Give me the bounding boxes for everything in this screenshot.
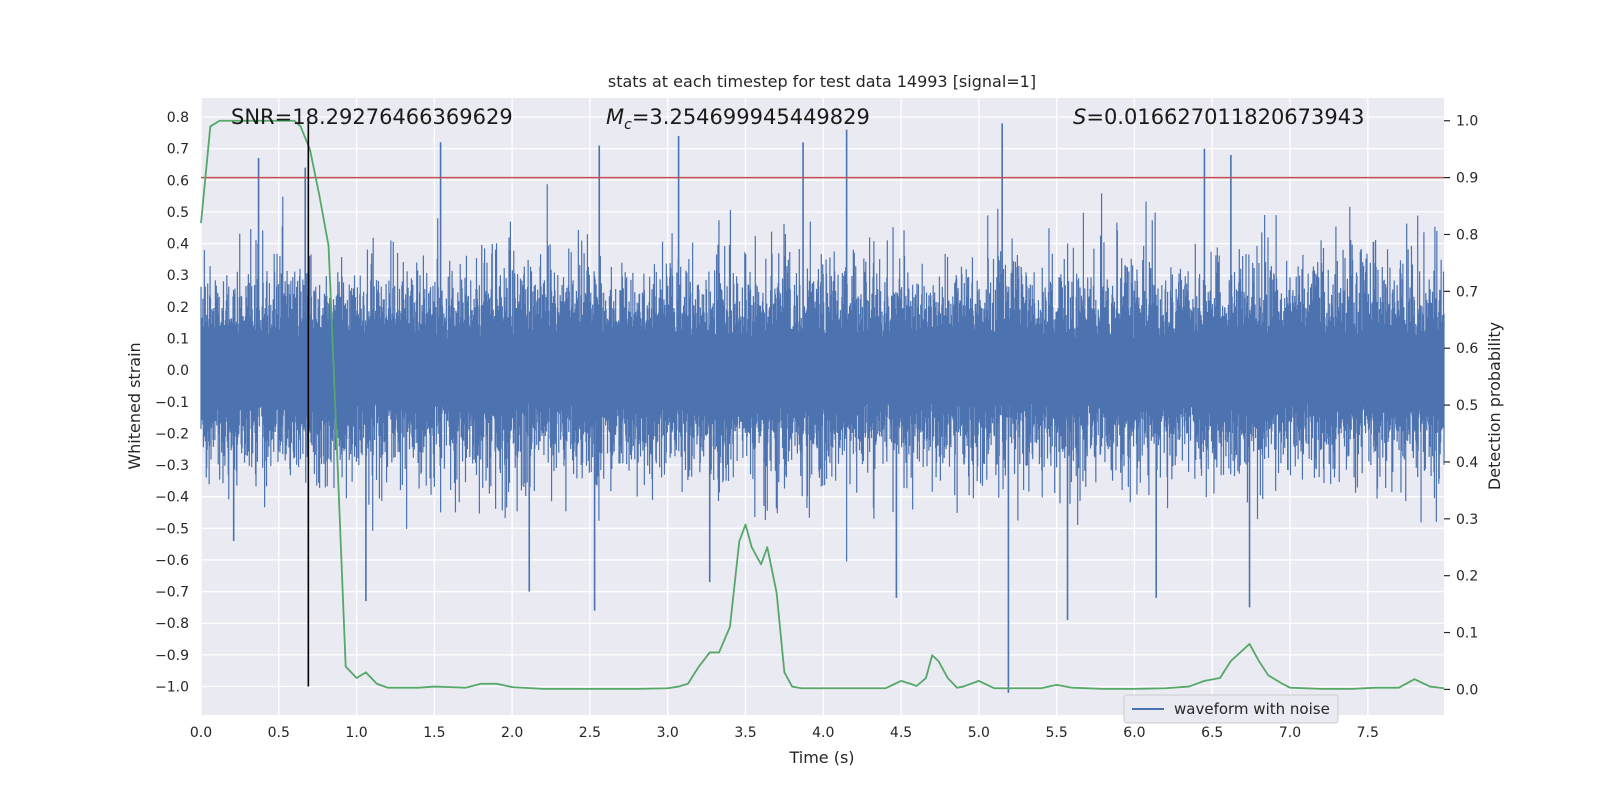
legend-label-waveform: waveform with noise <box>1174 700 1330 718</box>
y-tick-label: −0.2 <box>155 426 189 442</box>
y-tick-label: −0.1 <box>155 395 189 411</box>
x-tick-label: 3.5 <box>734 725 756 741</box>
x-tick-label: 0.0 <box>190 725 212 741</box>
x-tick-label: 5.0 <box>968 725 990 741</box>
y-tick-label: 0.8 <box>167 110 189 126</box>
y-tick-label: 0.6 <box>167 173 189 189</box>
y-tick-label: 0.7 <box>167 142 189 158</box>
y-tick-label: −0.4 <box>155 490 189 506</box>
y2-tick-label: 0.3 <box>1456 512 1478 528</box>
y2-tick-label: 0.5 <box>1456 398 1478 414</box>
y2-tick-label: 0.9 <box>1456 171 1478 187</box>
chirp-mass-symbol: M <box>606 105 624 129</box>
chirp-mass-value: =3.254699945449829 <box>632 105 870 129</box>
x-tick-label: 3.0 <box>657 725 679 741</box>
spin-value: =0.016627011820673943 <box>1086 105 1364 129</box>
y2-tick-label: 0.0 <box>1456 682 1478 698</box>
y2-axis-label: Detection probability <box>1485 322 1504 490</box>
y-axis-label: Whitened strain <box>125 342 144 469</box>
waveform-with-noise-line <box>200 184 1445 562</box>
x-tick-label: 7.0 <box>1279 725 1301 741</box>
spin-symbol: S <box>1073 105 1086 129</box>
y2-tick-label: 0.1 <box>1456 626 1478 642</box>
x-tick-label: 1.0 <box>345 725 367 741</box>
y-tick-label: 0.0 <box>167 363 189 379</box>
y2-tick-label: 0.7 <box>1456 284 1478 300</box>
x-tick-label: 6.5 <box>1201 725 1223 741</box>
y-tick-label: −0.3 <box>155 458 189 474</box>
x-tick-label: 4.0 <box>812 725 834 741</box>
legend-box <box>1123 694 1339 724</box>
snr-annotation: SNR=18.29276466369629 <box>231 105 513 129</box>
y-tick-label: 0.5 <box>167 205 189 221</box>
y2-tick-label: 0.6 <box>1456 341 1478 357</box>
y2-tick-label: 0.8 <box>1456 227 1478 243</box>
axes: 0.0 0.5 1.0 1.5 2.0 2.5 3.0 3.5 4.0 4.5 5.0 5.5 6.0 6… <box>155 110 1478 741</box>
detection-probability-line <box>200 119 1445 690</box>
chirp-mass-annotation: Mc=3.254699945449829 <box>606 105 870 133</box>
y-tick-label: 0.3 <box>167 268 189 284</box>
x-tick-label: 5.5 <box>1045 725 1067 741</box>
x-tick-label: 1.5 <box>423 725 445 741</box>
y-tick-label: 0.1 <box>167 331 189 347</box>
y2-tick-label: 0.2 <box>1456 569 1478 585</box>
y-tick-label: −0.8 <box>155 616 189 632</box>
x-tick-label: 7.5 <box>1357 725 1379 741</box>
x-tick-label: 2.0 <box>501 725 523 741</box>
y-tick-label: −1.0 <box>155 680 189 696</box>
y2-tick-label: 0.4 <box>1456 455 1478 471</box>
x-tick-label: 4.5 <box>890 725 912 741</box>
chart-title: stats at each timestep for test data 149… <box>608 72 1036 91</box>
legend: waveform with noise <box>1123 694 1339 724</box>
spin-annotation: S=0.016627011820673943 <box>1073 105 1364 129</box>
y-tick-label: 0.2 <box>167 300 189 316</box>
x-tick-label: 2.5 <box>579 725 601 741</box>
x-axis-label: Time (s) <box>788 748 854 767</box>
y-tick-label: −0.9 <box>155 648 189 664</box>
y-tick-label: 0.4 <box>167 237 189 253</box>
chirp-mass-subscript: c <box>624 117 632 133</box>
x-tick-label: 6.0 <box>1123 725 1145 741</box>
plot-area <box>200 116 1445 693</box>
y-tick-label: −0.7 <box>155 585 189 601</box>
y-tick-label: −0.5 <box>155 521 189 537</box>
y-tick-label: −0.6 <box>155 553 189 569</box>
x-tick-label: 0.5 <box>268 725 290 741</box>
y2-tick-label: 1.0 <box>1456 114 1478 130</box>
